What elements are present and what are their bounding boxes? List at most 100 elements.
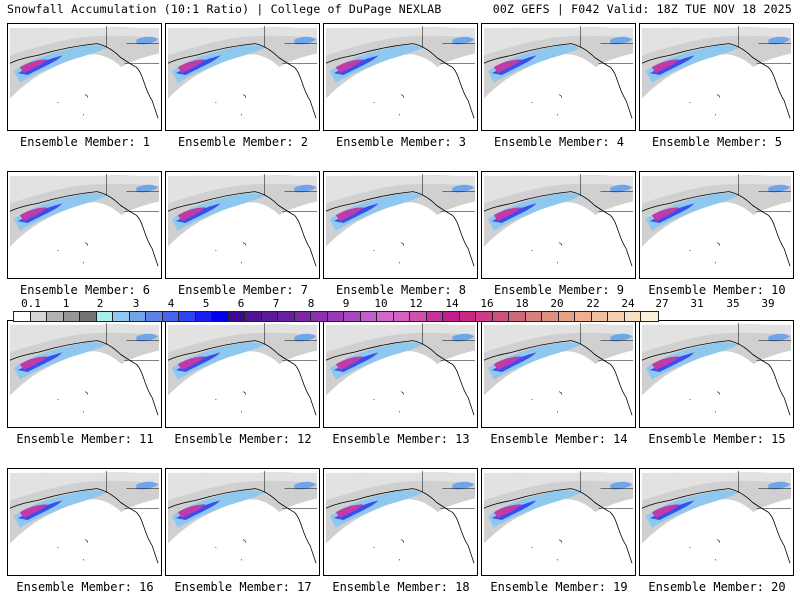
- hawaii-islands: [689, 94, 721, 116]
- colorbar-swatch: [542, 312, 559, 321]
- ensemble-member-map: [165, 171, 320, 279]
- snow-purple-core: [493, 59, 522, 74]
- snow-blue-east: [452, 333, 475, 342]
- ensemble-member-map: [7, 171, 162, 279]
- snow-blue-band: [171, 490, 265, 528]
- ensemble-member-map: [639, 320, 794, 428]
- colorbar-tick-label: 14: [445, 297, 459, 310]
- colorbar-swatch: [146, 312, 163, 321]
- snow-purple-core: [651, 356, 680, 371]
- snow-blue-east: [136, 184, 159, 193]
- colorbar-swatch: [129, 312, 146, 321]
- colorbar-swatch: [492, 312, 509, 321]
- colorbar-tick-label: 3: [132, 297, 140, 310]
- ensemble-member-map: [165, 468, 320, 576]
- colorbar-swatch: [47, 312, 64, 321]
- snow-gray-region: [641, 324, 792, 396]
- ensemble-member-map: [481, 171, 636, 279]
- hawaii-islands: [57, 94, 89, 116]
- snow-blue-east: [136, 36, 159, 45]
- ensemble-member-label: Ensemble Member: 16: [16, 580, 154, 594]
- colorbar-swatch: [393, 312, 410, 321]
- ensemble-member-label: Ensemble Member: 8: [335, 283, 467, 297]
- colorbar-swatch: [443, 312, 460, 321]
- border-line: [264, 25, 318, 64]
- hawaii-islands: [373, 391, 405, 413]
- ensemble-member-label: Ensemble Member: 7: [177, 283, 309, 297]
- snow-blue-band: [645, 193, 739, 231]
- hawaii-islands: [57, 539, 89, 561]
- colorbar-swatch: [228, 312, 245, 321]
- hawaii-islands: [531, 539, 563, 561]
- model-run-info: 00Z GEFS | F042 Valid: 18Z TUE NOV 18 20…: [492, 2, 792, 16]
- ensemble-member-label: Ensemble Member: 1: [19, 135, 151, 149]
- snow-purple-core: [19, 59, 48, 74]
- colorbar-tick-label: 5: [202, 297, 210, 310]
- snow-blue-band: [13, 490, 107, 528]
- ensemble-member-map: [639, 468, 794, 576]
- hawaii-islands: [689, 242, 721, 264]
- snow-blue-east: [294, 184, 317, 193]
- snow-gray-region: [167, 175, 318, 247]
- ensemble-member-map: [323, 320, 478, 428]
- colorbar-tick-label: 22: [586, 297, 600, 310]
- snow-gray-region: [325, 27, 476, 99]
- snow-blue-east: [452, 36, 475, 45]
- colorbar-tick-label: 9: [342, 297, 350, 310]
- colorbar-tick-label: 4: [167, 297, 175, 310]
- colorbar-swatch: [591, 312, 608, 321]
- snow-purple-core: [19, 504, 48, 519]
- snow-blue-band: [487, 342, 581, 380]
- snow-purple-core: [19, 356, 48, 371]
- snow-purple-core: [177, 59, 206, 74]
- snow-gray-light: [483, 27, 634, 56]
- snow-gray-light: [167, 27, 318, 56]
- snow-gray-light: [167, 324, 318, 353]
- snow-purple-core: [177, 504, 206, 519]
- snow-gray-light: [483, 472, 634, 501]
- ensemble-member-label: Ensemble Member: 4: [493, 135, 625, 149]
- snow-gray-region: [9, 27, 160, 99]
- border-line: [106, 173, 160, 212]
- hawaii-islands: [373, 94, 405, 116]
- snow-purple-core: [335, 207, 364, 222]
- snow-gray-light: [483, 324, 634, 353]
- snow-gray-region: [483, 472, 634, 544]
- snow-blue-band: [329, 490, 423, 528]
- ensemble-member-map: [7, 23, 162, 131]
- colorbar-swatch: [344, 312, 361, 321]
- snow-blue-band: [645, 342, 739, 380]
- colorbar-swatch: [162, 312, 179, 321]
- coastline: [483, 340, 633, 416]
- hawaii-islands: [373, 539, 405, 561]
- colorbar-tick-label: 39: [761, 297, 775, 310]
- snow-blue-east: [610, 333, 633, 342]
- ensemble-member-label: Ensemble Member: 19: [490, 580, 628, 594]
- snow-blue-band: [13, 193, 107, 231]
- ensemble-member-label: Ensemble Member: 15: [648, 432, 786, 446]
- ensemble-member-map: [323, 23, 478, 131]
- border-line: [580, 470, 634, 509]
- snow-purple-core: [335, 504, 364, 519]
- colorbar-swatch: [459, 312, 476, 321]
- hawaii-islands: [215, 539, 247, 561]
- colorbar-swatch: [641, 312, 658, 321]
- snow-blue-east: [610, 184, 633, 193]
- hawaii-islands: [531, 94, 563, 116]
- colorbar-swatch: [30, 312, 47, 321]
- snow-purple-core: [493, 207, 522, 222]
- colorbar-swatch: [360, 312, 377, 321]
- ensemble-member-map: [639, 171, 794, 279]
- coastline: [483, 488, 633, 564]
- snow-blue-band: [487, 45, 581, 83]
- coastline: [325, 488, 475, 564]
- ensemble-member-label: Ensemble Member: 13: [332, 432, 470, 446]
- hawaii-islands: [57, 391, 89, 413]
- colorbar-swatch: [80, 312, 97, 321]
- colorbar-swatch: [327, 312, 344, 321]
- colorbar-tick-label: 18: [515, 297, 529, 310]
- coastline: [641, 488, 791, 564]
- snow-gray-region: [167, 472, 318, 544]
- border-line: [264, 470, 318, 509]
- ensemble-member-map: [165, 23, 320, 131]
